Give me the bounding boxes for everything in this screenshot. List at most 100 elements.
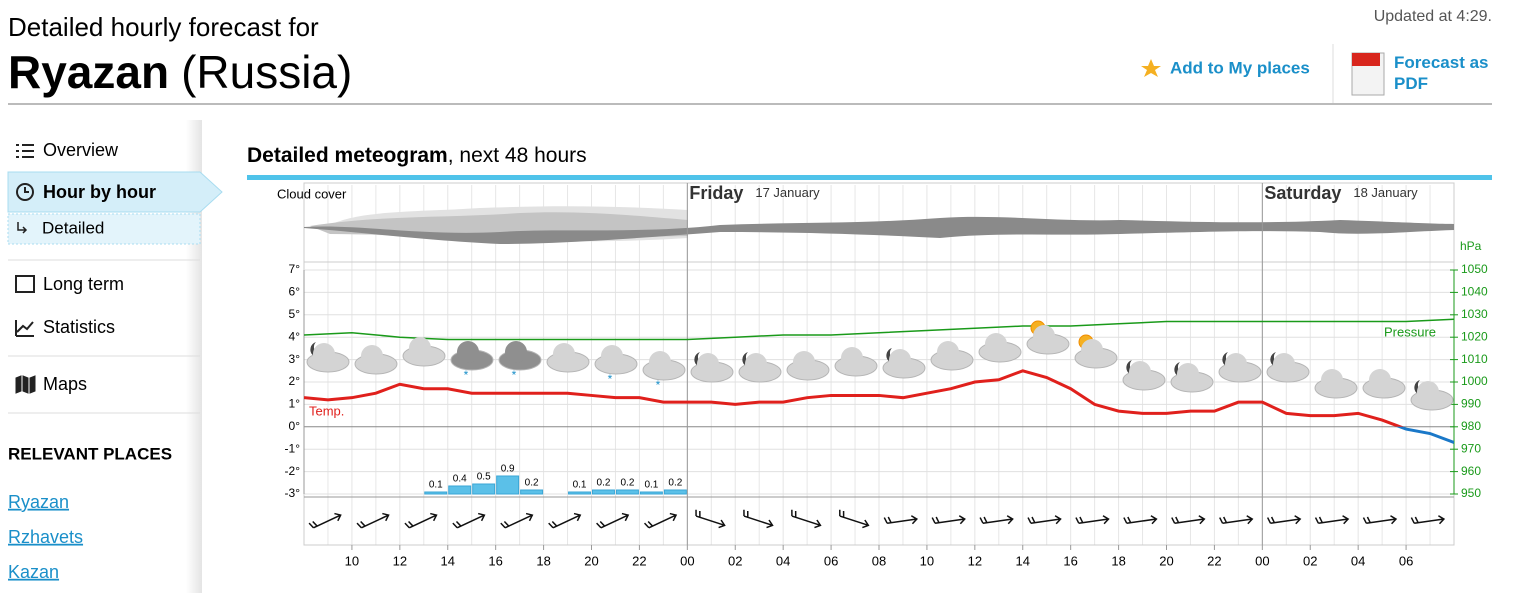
y-tick-label: 0° xyxy=(289,419,301,433)
nav-item[interactable]: Detailed xyxy=(42,218,104,237)
x-tick-label: 04 xyxy=(776,553,790,568)
precip-bar xyxy=(639,491,663,495)
y-tick-label: 4° xyxy=(289,329,301,343)
wind-shaft xyxy=(356,512,390,529)
cloud xyxy=(841,347,863,369)
wind-shaft xyxy=(1219,515,1254,525)
icon xyxy=(16,144,34,158)
wind-shaft xyxy=(1362,515,1398,525)
wind-shaft xyxy=(596,512,630,529)
weather-icon xyxy=(978,333,1022,363)
icon xyxy=(15,320,34,337)
day-date: 18 January xyxy=(1353,185,1418,200)
weather-icon xyxy=(930,341,974,371)
wind-shaft xyxy=(1314,515,1350,525)
nav-item[interactable]: Overview xyxy=(43,140,119,160)
temperature-label: Temp. xyxy=(309,403,344,418)
precip-bar xyxy=(615,489,639,495)
wind-arrow xyxy=(1123,515,1158,525)
weather-icon: * xyxy=(450,341,494,382)
wind-shaft xyxy=(643,512,678,529)
nav-item[interactable]: Maps xyxy=(43,374,87,394)
pdf-link[interactable]: Forecast as PDF xyxy=(1394,53,1489,93)
flake: * xyxy=(512,368,517,382)
day-name: Friday xyxy=(689,183,743,203)
nav-item[interactable]: Statistics xyxy=(43,317,115,337)
wind-shaft xyxy=(1075,515,1110,525)
nav-sub-selected xyxy=(7,213,201,245)
wind-shaft xyxy=(500,512,534,529)
precip-label: 0.5 xyxy=(477,472,491,483)
nav-item[interactable]: Long term xyxy=(43,274,124,294)
y2-tick-label: 950 xyxy=(1461,486,1481,500)
x-tick-label: 02 xyxy=(728,553,742,568)
wind-shaft xyxy=(404,512,438,529)
star-icon xyxy=(1141,59,1161,77)
wind-shaft xyxy=(308,512,342,529)
nav-separators xyxy=(8,259,200,414)
precip-label: 0.9 xyxy=(501,464,515,475)
nav-item[interactable]: Hour by hour xyxy=(43,182,156,202)
wind-arrow xyxy=(500,512,534,529)
weather-icon xyxy=(1410,380,1454,411)
add-place-link[interactable]: Add to My places xyxy=(1170,58,1310,77)
cloud xyxy=(601,345,623,367)
x-tick-label: 22 xyxy=(632,553,646,568)
weather-icon xyxy=(786,351,830,381)
x-tick-label: 10 xyxy=(920,553,934,568)
precip-label: 0.1 xyxy=(429,480,443,491)
flake: * xyxy=(464,368,469,382)
temperature-line xyxy=(304,369,1405,427)
wind-arrow xyxy=(1075,515,1110,525)
x-tick-label: 12 xyxy=(968,553,982,568)
cloud xyxy=(1225,353,1247,375)
pdf-link-box: Forecast as PDF xyxy=(1394,53,1489,93)
cloud xyxy=(457,341,479,363)
wind-shaft xyxy=(839,509,870,529)
cloud xyxy=(889,349,911,371)
weather-icon xyxy=(1170,362,1214,393)
x-tick-label: 18 xyxy=(536,553,550,568)
cloud xyxy=(505,341,527,363)
cloud-low xyxy=(304,216,1454,244)
section-subtitle: , next 48 hours xyxy=(448,144,587,167)
wind-shaft xyxy=(1123,515,1158,525)
wind-shaft xyxy=(743,509,774,529)
y-tick-label: -3° xyxy=(285,486,301,500)
place-link[interactable]: Ryazan xyxy=(8,492,69,512)
wind-arrow xyxy=(883,515,919,525)
y2-tick-label: 970 xyxy=(1461,441,1481,455)
place-link[interactable]: Rzhavets xyxy=(8,527,83,547)
wind-arrow xyxy=(1410,515,1446,525)
weather-icon xyxy=(1026,320,1070,355)
flake: * xyxy=(608,372,613,386)
wind-shaft xyxy=(791,509,822,529)
precip-label: 0.1 xyxy=(644,480,658,491)
precip-bar xyxy=(520,489,544,495)
place-link[interactable]: Kazan xyxy=(8,562,59,582)
wind-arrow xyxy=(931,515,966,525)
wind-shaft xyxy=(1027,515,1062,525)
cloud-label: Cloud cover xyxy=(277,186,347,201)
icon xyxy=(17,222,28,234)
weather-icon: * xyxy=(498,341,542,382)
weather-icon xyxy=(1314,369,1358,399)
nav-icons xyxy=(15,144,36,394)
weather-icon xyxy=(738,352,782,383)
cloud xyxy=(313,343,335,365)
wind-arrow xyxy=(743,509,774,529)
cloud xyxy=(1321,369,1343,391)
wind-arrow xyxy=(1027,515,1062,525)
x-tick-label: 12 xyxy=(393,553,407,568)
wind-arrow xyxy=(1314,515,1350,525)
y2-tick-label: 980 xyxy=(1461,419,1481,433)
precip-label: 0.1 xyxy=(573,480,587,491)
weather-icon xyxy=(1218,352,1262,383)
y2-tick-label: 1040 xyxy=(1461,285,1488,299)
cloud xyxy=(1417,381,1439,403)
updated: Updated at 4:29. xyxy=(1374,8,1492,25)
cloud xyxy=(1129,361,1151,383)
wind-shaft xyxy=(452,512,486,529)
precip-label: 0.2 xyxy=(525,478,539,489)
places: Ryazan Rzhavets Kazan xyxy=(8,492,83,582)
